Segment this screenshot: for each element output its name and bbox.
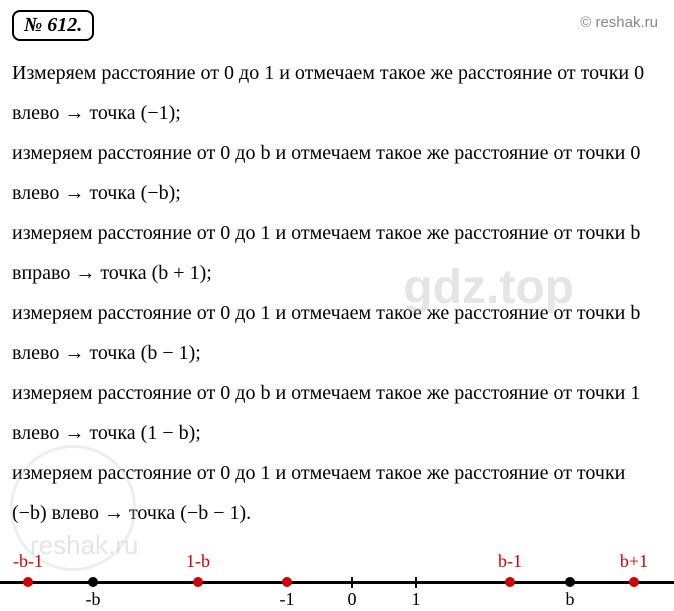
axis-tick	[351, 577, 353, 588]
axis-label: 1-b	[186, 551, 210, 572]
axis-point	[505, 577, 515, 587]
axis-point	[23, 577, 33, 587]
problem-number-badge: № 612.	[12, 10, 94, 41]
axis-point	[629, 577, 639, 587]
axis-point	[282, 577, 292, 587]
axis-point	[565, 577, 575, 587]
paragraph: измеряем расстояние от 0 до b и отмечаем…	[12, 133, 662, 213]
axis-label: b+1	[620, 551, 648, 572]
paragraph: измеряем расстояние от 0 до 1 и отмечаем…	[12, 293, 662, 373]
axis-label: -1	[280, 589, 295, 610]
axis-point	[88, 577, 98, 587]
axis-label: 0	[348, 589, 357, 610]
paragraph: Измеряем расстояние от 0 до 1 и отмечаем…	[12, 53, 662, 133]
paragraph: измеряем расстояние от 0 до b и отмечаем…	[12, 373, 662, 453]
copyright-text: © reshak.ru	[580, 14, 658, 31]
solution-text: Измеряем расстояние от 0 до 1 и отмечаем…	[12, 53, 662, 533]
axis-label: 1	[412, 589, 421, 610]
axis-label: -b-1	[13, 551, 43, 572]
axis-label: b	[566, 589, 575, 610]
number-line: -b-1 -b 1-b -1 0 1 b-1 b b+1	[0, 541, 674, 611]
axis-label: b-1	[498, 551, 522, 572]
paragraph: измеряем расстояние от 0 до 1 и отмечаем…	[12, 213, 662, 293]
axis-tick	[415, 577, 417, 588]
axis-label: -b	[86, 589, 101, 610]
axis-point	[193, 577, 203, 587]
paragraph: измеряем расстояние от 0 до 1 и отмечаем…	[12, 453, 662, 533]
